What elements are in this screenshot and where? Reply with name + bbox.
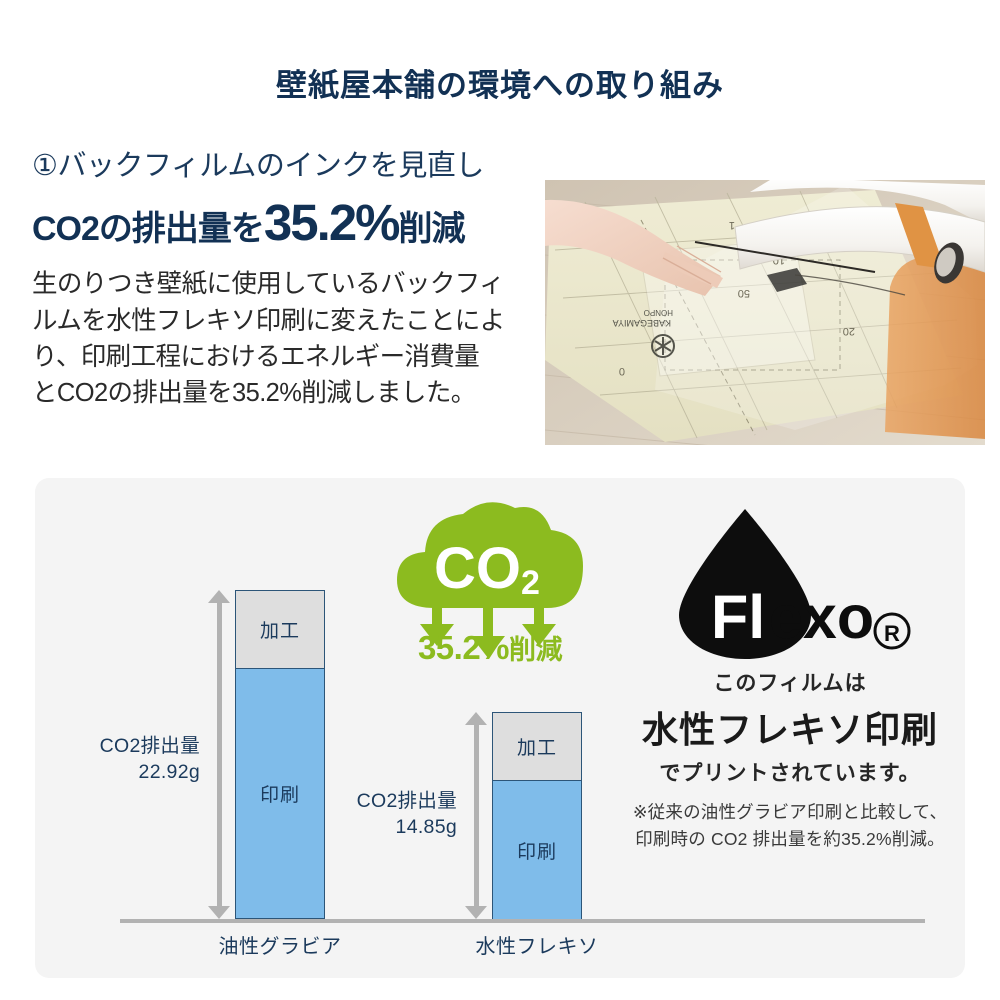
intro-lead: ①バックフィルムのインクを見直し — [32, 150, 484, 182]
intro-body-line: 生のりつき壁紙に使用しているバックフィ — [32, 270, 505, 299]
flexo-droplet-icon: Fl exo R — [679, 509, 911, 659]
wallpaper-photo-image: KABEGAMIYA HONPO 0 50 10 1 20 — [545, 180, 985, 445]
bar-segment-processing: 加工 — [236, 591, 324, 669]
measure-title: CO2排出量 — [99, 735, 200, 757]
svg-text:0: 0 — [619, 365, 625, 377]
flexo-note-line: 印刷時の CO2 排出量を約35.2%削減。 — [635, 829, 945, 850]
category-label-flexo: 水性フレキソ — [475, 936, 599, 958]
arrow-head-up-icon — [208, 590, 230, 603]
flexo-note-line: ※従来の油性グラビア印刷と比較して、 — [632, 802, 948, 822]
flexo-block: Fl exo R このフィルムは 水性フレキソ印刷 でプリントされています。 ※… — [615, 503, 965, 853]
wallpaper-photo: KABEGAMIYA HONPO 0 50 10 1 20 — [545, 180, 985, 445]
co2-reduction-text: 35.2%削減 — [375, 628, 605, 667]
page-title: 壁紙屋本舗の環境への取り組み — [276, 68, 724, 103]
bar-segment-printing: 印刷 — [236, 669, 324, 918]
svg-text:50: 50 — [738, 287, 750, 299]
headline-value: 35.2% — [263, 194, 401, 252]
bar-gravure: 加工 印刷 — [235, 590, 325, 919]
intro-body-line: ルムを水性フレキソ印刷に変えたことによ — [32, 306, 505, 335]
flexo-sub-bottom: でプリントされています。 — [659, 762, 921, 785]
measure-label-flexo: CO2排出量 14.85g — [327, 788, 457, 841]
arrow-head-up-icon — [465, 712, 487, 725]
flexo-main-text: 水性フレキソ印刷 — [641, 709, 938, 750]
chart-baseline — [120, 919, 925, 923]
headline-suffix: 削減 — [398, 210, 466, 249]
co2-reduction-suffix: 削減 — [509, 635, 563, 665]
svg-text:1: 1 — [729, 219, 735, 231]
svg-text:HONPO: HONPO — [644, 308, 673, 317]
comparison-card: CO2排出量 22.92g 加工 印刷 油性グラビア CO2排出量 14.85g… — [35, 478, 965, 978]
svg-text:KABEGAMIYA: KABEGAMIYA — [613, 318, 671, 328]
flexo-wordmark-black: exo — [769, 583, 874, 651]
arrow-head-down-icon — [208, 906, 230, 919]
bar-segment-printing: 印刷 — [493, 781, 581, 920]
intro-body-line: り、印刷工程におけるエネルギー消費量 — [32, 342, 480, 371]
category-label-gravure: 油性グラビア — [218, 936, 342, 958]
co2-reduction-value: 35.2% — [417, 629, 510, 666]
arrow-head-down-icon — [465, 906, 487, 919]
measure-arrow-gravure — [208, 590, 230, 919]
flexo-logo: Fl exo R — [645, 503, 935, 663]
registered-mark-icon: R — [873, 612, 911, 650]
flexo-sub-top: このフィルムは — [713, 672, 867, 695]
co2-bar-chart: CO2排出量 22.92g 加工 印刷 油性グラビア CO2排出量 14.85g… — [35, 478, 925, 978]
svg-text:20: 20 — [843, 325, 855, 337]
arrow-shaft — [474, 723, 479, 908]
measure-label-gravure: CO2排出量 22.92g — [70, 733, 200, 786]
measure-arrow-flexo — [465, 712, 487, 919]
measure-title: CO2排出量 — [356, 790, 457, 812]
intro-headline: CO2の排出量を 35.2% 削減 — [32, 197, 532, 248]
bar-flexo: 加工 印刷 — [492, 712, 582, 920]
flexo-note: ※従来の油性グラビア印刷と比較して、 印刷時の CO2 排出量を約35.2%削減… — [615, 799, 965, 853]
measure-value: 14.85g — [395, 816, 457, 839]
flexo-wordmark-white: Fl — [711, 583, 765, 651]
intro-block: ①バックフィルムのインクを見直し CO2の排出量を 35.2% 削減 生のりつき壁紙… — [32, 150, 532, 411]
headline-prefix: CO2の排出量を — [32, 210, 265, 249]
intro-body-line: とCO2の排出量を35.2%削減しました。 — [32, 378, 476, 407]
co2-cloud-badge: CO2 — [375, 496, 605, 696]
intro-body: 生のりつき壁紙に使用しているバックフィ ルムを水性フレキソ印刷に変えたことによ … — [32, 266, 532, 411]
arrow-shaft — [217, 601, 222, 908]
co2-cloud-icon: CO2 — [397, 502, 583, 658]
measure-value: 22.92g — [138, 761, 200, 784]
bar-segment-processing: 加工 — [493, 713, 581, 781]
svg-text:R: R — [884, 621, 900, 646]
